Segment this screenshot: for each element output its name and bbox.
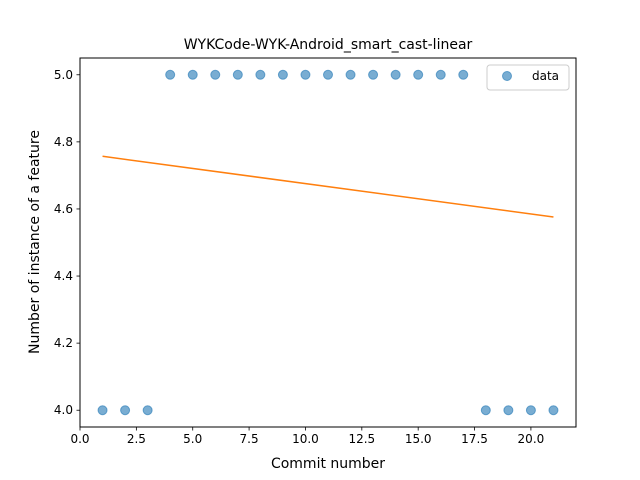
data-point [390, 69, 401, 80]
x-axis: 0.0 2.5 5.0 7.5 10.0 12.5 15.0 17.5 20.0 [70, 427, 544, 446]
data-point [255, 69, 266, 80]
x-tick-label: 0.0 [70, 432, 89, 446]
data-point [458, 69, 469, 80]
x-tick-label: 15.0 [405, 432, 432, 446]
data-point [413, 69, 424, 80]
data-point [97, 405, 108, 416]
data-point [525, 405, 536, 416]
chart-title: WYKCode-WYK-Android_smart_cast-linear [184, 37, 473, 53]
x-tick-label: 12.5 [348, 432, 375, 446]
trend-line [102, 155, 554, 218]
y-tick-label: 4.0 [54, 403, 73, 417]
y-axis: 4.0 4.2 4.4 4.6 4.8 5.0 [54, 68, 80, 417]
x-tick-label: 17.5 [461, 432, 488, 446]
legend-marker-data [502, 71, 512, 81]
axes-frame [79, 57, 577, 428]
x-tick-label: 20.0 [518, 432, 545, 446]
x-tick-label: 2.5 [127, 432, 146, 446]
data-point [210, 69, 221, 80]
data-point [323, 69, 333, 80]
x-tick-label: 10.0 [292, 432, 319, 446]
y-tick-label: 5.0 [54, 68, 73, 82]
data-point [368, 69, 379, 80]
data-point [142, 405, 153, 416]
legend-label-data: data [532, 69, 559, 83]
data-point [187, 69, 198, 80]
data-point [435, 69, 446, 80]
plot-area [97, 69, 559, 416]
x-tick-label: 5.0 [183, 432, 202, 446]
data-point [503, 405, 514, 416]
data-point [548, 405, 559, 416]
x-axis-label: Commit number [271, 456, 385, 472]
data-point [165, 69, 176, 80]
data-point [120, 405, 131, 416]
data-point [300, 69, 311, 80]
y-tick-label: 4.4 [54, 269, 73, 283]
data-point [232, 69, 243, 80]
data-point [480, 405, 491, 416]
x-tick-label: 7.5 [240, 432, 259, 446]
data-point [277, 69, 288, 80]
y-axis-label: Number of instance of a feature [27, 130, 43, 354]
data-point [345, 69, 356, 80]
y-tick-label: 4.8 [54, 135, 73, 149]
legend: data [486, 64, 570, 91]
y-tick-label: 4.2 [54, 336, 73, 350]
y-tick-label: 4.6 [54, 202, 73, 216]
